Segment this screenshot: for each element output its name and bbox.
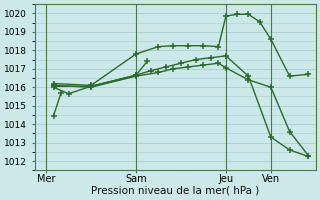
X-axis label: Pression niveau de la mer( hPa ): Pression niveau de la mer( hPa )	[91, 186, 260, 196]
